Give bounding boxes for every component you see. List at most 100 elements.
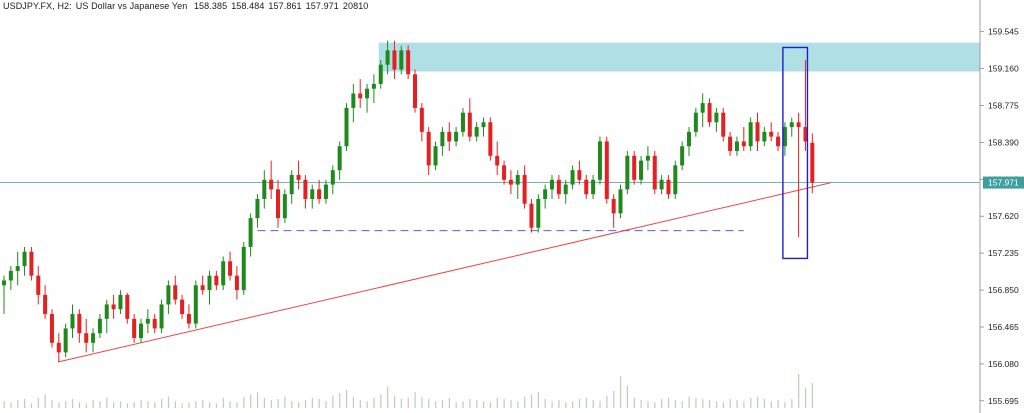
candle-body [707,103,712,123]
candle-body [618,189,623,214]
volume-bar [489,402,492,408]
candle-body [228,261,233,276]
candle-body [570,170,575,185]
candle-body [234,275,239,291]
price-tick-label: 157.235 [988,248,1019,258]
candle-body [91,333,96,343]
candle-body [604,141,609,199]
volume-bar [798,374,800,408]
candle-body [70,314,75,329]
candle-body [543,189,548,199]
candle-body [645,155,650,161]
candle-body [556,179,561,195]
volume-bar [270,400,272,408]
volume-bar [263,397,265,408]
volume-bar [695,397,697,408]
volume-bar [161,398,163,408]
volume-bar [791,398,793,408]
candle-body [139,323,143,339]
volume-bar [10,402,12,408]
volume-bar [30,403,33,408]
volume-bar [140,400,142,408]
volume-bar [325,401,327,408]
candle-body [262,179,267,199]
volume-bar [400,398,402,408]
volume-bar [339,393,341,408]
candle-body [145,318,150,324]
candle-body [515,175,520,185]
volume-bar [585,397,587,408]
volume-bar [455,402,457,408]
candle-body [132,318,137,339]
price-tick-label: 159.160 [988,64,1019,74]
volume-bar [674,400,676,408]
volume-bar [743,401,745,408]
volume-bar [777,400,779,408]
candle-body [15,266,20,271]
candle-body [289,175,294,195]
candle-body [118,294,123,310]
volume-bar [770,401,772,408]
volume-bar [578,398,581,408]
candle-body [56,342,61,353]
candle-body [776,136,781,147]
volume-bar [222,397,224,408]
volume-bar [483,401,485,408]
volume-bar [435,401,437,408]
volume-bar [702,398,704,408]
volume-bar [44,394,46,408]
candle-body [495,155,500,166]
candle-body [522,175,527,204]
candle-body [433,146,438,166]
volume-bar [613,391,615,408]
volume-bar [298,402,300,408]
candle-body [406,50,411,75]
close-value: 157.971 [305,1,339,11]
candle-body [714,112,719,123]
volume-bar [462,401,464,408]
volume-bar [373,397,375,408]
volume-bar [346,389,348,408]
highlight-box [782,46,809,260]
candle-body [344,107,349,147]
volume-bar [209,402,211,408]
candle-body [796,122,801,128]
chart-header: USDJPY.FX, H2: US Dollar vs Japanese Yen … [3,1,372,11]
candle-body [529,203,534,228]
candle-body [652,155,657,190]
current-price-label: 157.971 [988,178,1019,188]
volume-bar [85,403,87,408]
volume-bar [428,398,430,408]
volume-bar [722,402,724,408]
candle-body [166,285,171,305]
volume-bar [407,397,409,408]
volume-bar [811,383,813,408]
volume-bar [633,397,635,408]
volume-bar [366,401,368,408]
candle-body [248,218,253,247]
candle-body [502,165,507,180]
candle-body [36,275,41,295]
candle-body [440,131,445,147]
volume-bar [387,386,389,408]
volume-bar [715,401,718,408]
volume-bar [99,401,101,408]
candle-body [426,131,431,166]
candle-body [721,112,726,137]
volume-bar [256,392,259,408]
candle-body [358,93,363,99]
candle-body [639,160,644,180]
volume-bar [243,396,245,408]
candle-body [536,198,541,228]
candle-body [337,146,342,171]
volume-bar [304,400,307,408]
volume-bar [17,400,19,408]
candle-body [97,318,102,334]
price-tick-label: 158.775 [988,100,1019,110]
volume-bar [750,397,752,408]
volume-bar [647,401,649,408]
volume-bar [154,402,156,408]
volume-bar [352,396,355,408]
volume-bar [599,401,601,408]
